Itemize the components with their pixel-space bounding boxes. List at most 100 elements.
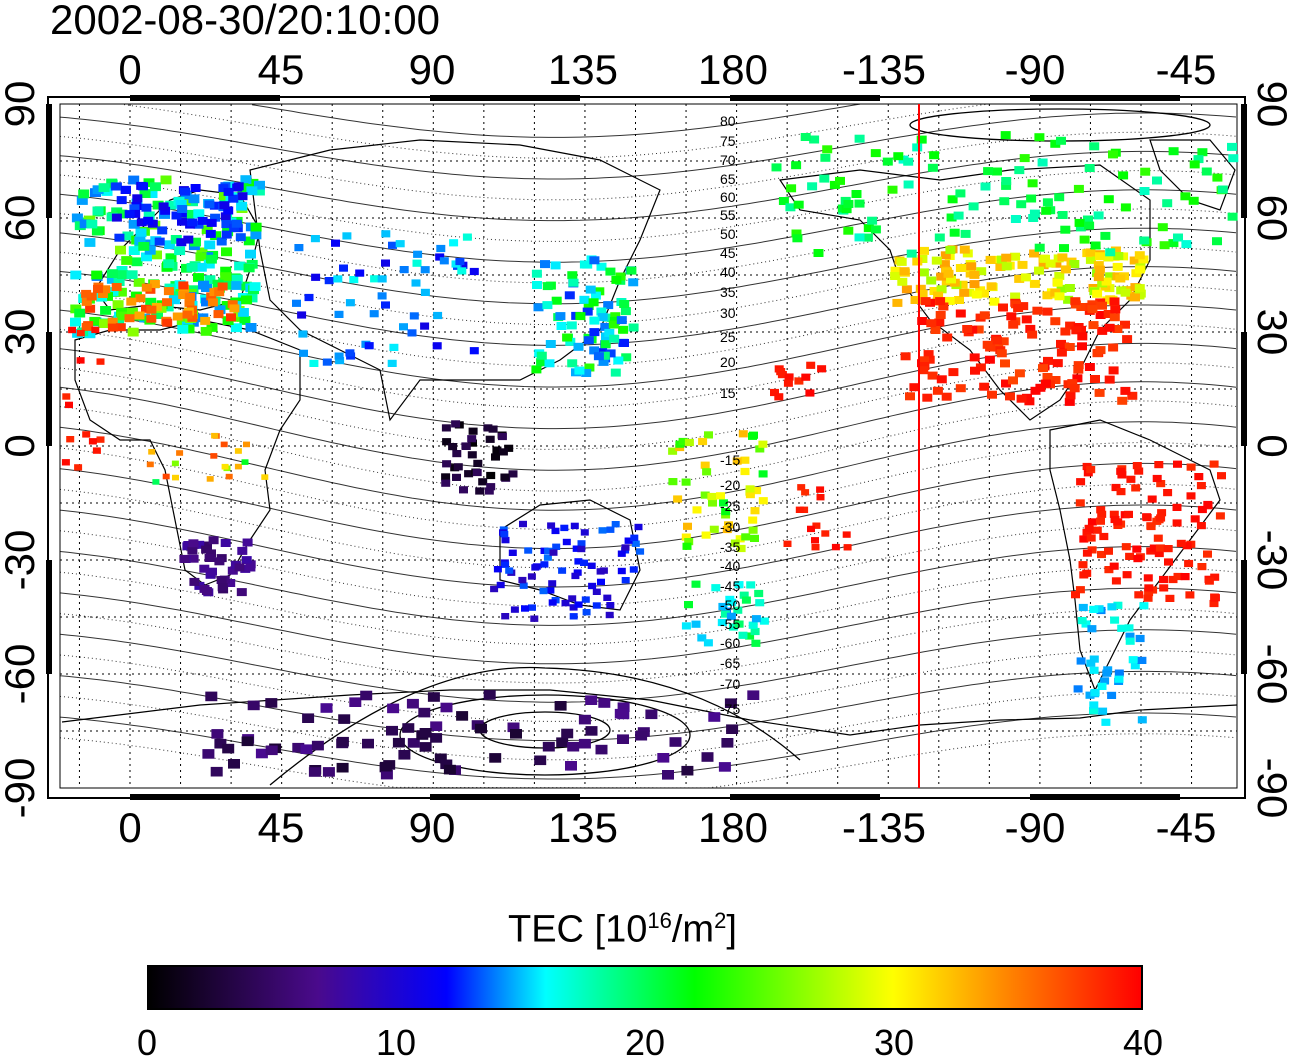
tec-cell [245,249,256,259]
tec-cell [1052,359,1063,368]
tec-cell [1076,657,1086,665]
tec-cell [1114,669,1124,677]
tec-cell [1227,142,1237,151]
tec-cell [759,617,769,625]
tec-cell [381,259,390,267]
tec-cell [1189,160,1200,169]
tec-cell [887,185,898,194]
tec-cell [683,522,692,530]
tec-cell [1103,195,1114,204]
tec-cell [1212,173,1223,182]
tec-cell [975,286,986,295]
tec-cell [1054,292,1065,301]
contour-label: 30 [720,305,736,321]
tec-cell [791,229,802,238]
tec-cell [1165,594,1175,602]
tec-cell [1010,292,1021,301]
tec-cell [1001,177,1012,185]
tec-cell [1095,252,1105,261]
lat-tick-right: -30 [1249,530,1292,591]
tec-cell [124,314,135,323]
tec-cell [1186,463,1196,471]
tec-cell [419,742,432,752]
tec-cell [219,201,230,210]
tec-cell [201,297,212,307]
tec-cell [70,270,82,280]
tec-cell [631,540,640,547]
tec-cell [734,581,744,589]
tec-cell [154,237,165,246]
tec-cell [322,358,332,366]
tec-cell [620,307,631,316]
tec-cell [1065,321,1076,330]
tec-cell [691,620,701,628]
tec-cell [242,538,253,547]
tec-cell [854,233,865,242]
tec-cell [946,275,956,284]
tec-cell [519,582,528,589]
tec-cell [1064,343,1075,351]
tec-cell [940,251,951,260]
tec-cell [1152,176,1162,185]
tec-cell [1115,274,1126,283]
colorbar [147,965,1143,1010]
lat-tick-right: 30 [1249,309,1292,356]
contour-label: 25 [720,329,736,345]
tec-cell [1139,187,1150,195]
tec-cell [452,473,461,481]
contour-label: 75 [720,133,736,149]
tec-cell [681,533,691,541]
tec-data-patches [61,131,1239,780]
tec-cell [985,255,996,264]
tec-cell [234,261,246,271]
tec-cell [1098,707,1108,715]
tec-cell [748,526,758,534]
contour-label: 55 [720,207,736,223]
tec-cell [467,451,477,459]
tec-cell [927,371,938,380]
tec-cell [138,242,150,251]
tec-cell [183,324,195,334]
lat-tick-left: -90 [0,758,43,819]
tec-cell [84,329,96,339]
tec-cell [1109,510,1119,518]
south-pole-contour [399,694,691,776]
tec-cell [1079,535,1089,543]
tec-cell [987,390,997,399]
tec-cell [982,340,993,349]
tec-cell [843,200,854,208]
tec-cell [1075,499,1085,507]
tec-cell [599,567,608,574]
tec-cell [106,269,118,278]
tec-cell [843,226,854,235]
tec-cell [1204,577,1214,585]
tec-cell [233,182,244,191]
tec-cell [567,271,578,280]
tec-cell [545,340,556,348]
tec-cell [464,470,474,478]
tec-cell [86,219,98,229]
tec-cell [430,733,443,743]
tec-cell [854,134,865,143]
tec-cell [673,495,683,503]
tec-cell [555,312,566,321]
magnetic-contour [59,246,1237,326]
tec-cell [1056,339,1066,348]
tec-cell [1078,603,1088,612]
axis-band [1241,104,1247,218]
tec-cell [427,692,440,702]
tec-cell [732,457,742,465]
tec-cell [1159,584,1169,592]
tec-cell [190,184,201,192]
tec-cell [748,432,757,440]
tec-cell [589,328,600,337]
lat-tick-left: 60 [0,195,43,242]
tec-cell [1197,148,1208,157]
tec-cell [1059,244,1069,253]
tec-cell [1109,297,1120,306]
tec-cell [574,601,583,608]
tec-cell [841,205,852,214]
tec-cell [531,365,542,374]
tec-cell [1094,605,1104,613]
tec-cell [216,237,227,246]
